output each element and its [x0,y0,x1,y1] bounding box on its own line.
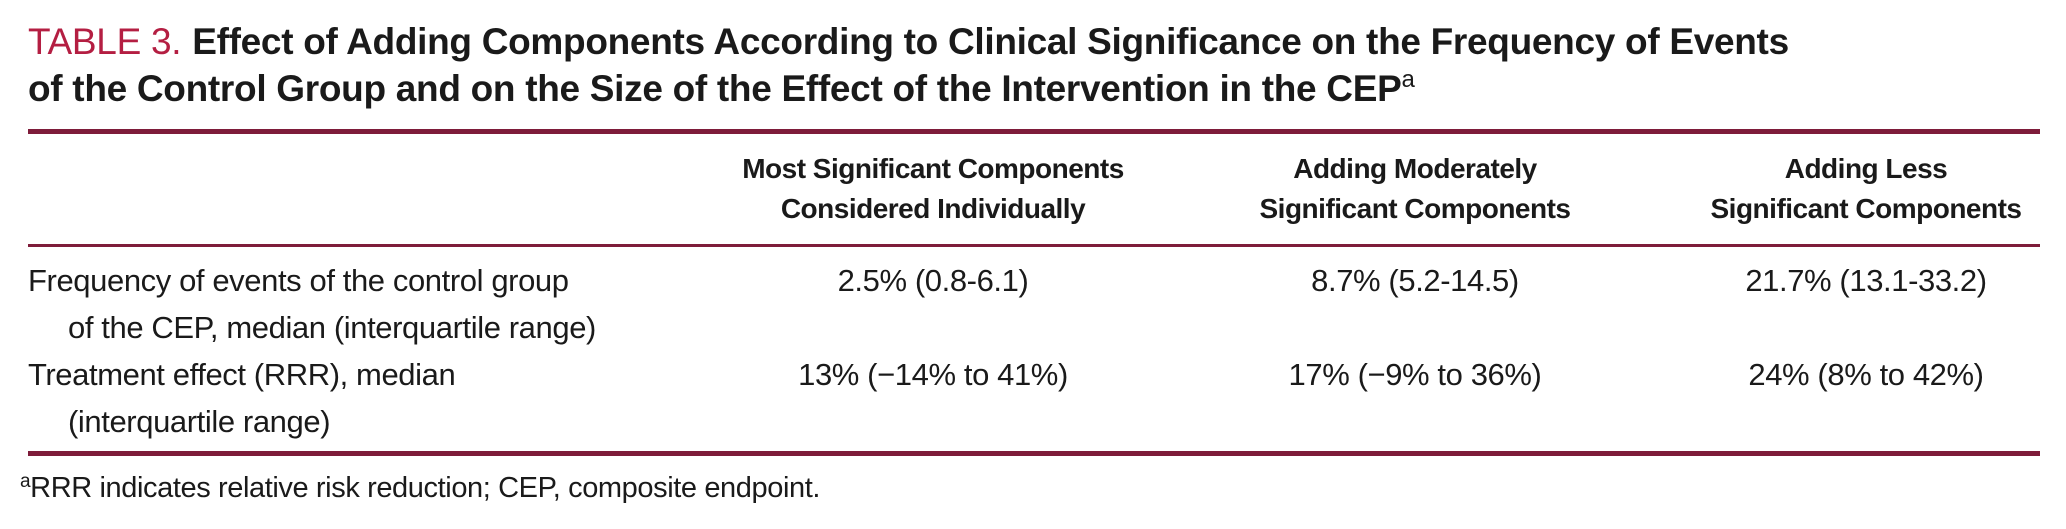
data-cell: 17% (−9% to 36%) [1288,357,1542,392]
table-title-line2: of the Control Group and on the Size of … [28,68,1402,109]
column-header-line: Most Significant Components [742,153,1124,184]
column-header-line: Adding Less [1784,153,1948,184]
column-header-adding-moderately: Adding Moderately Significant Components [1138,149,1692,229]
header-rule-divider [28,244,2040,247]
data-cell: 13% (−14% to 41%) [798,357,1068,392]
row-label-line: of the CEP, median (interquartile range) [68,310,596,345]
footer-rule-divider [28,451,2040,456]
table-title: TABLE 3. Effect of Adding Components Acco… [28,18,2040,112]
column-header-line: Considered Individually [780,193,1086,224]
footnote: aRRR indicates relative risk reduction; … [20,470,2040,506]
row-label-line: (interquartile range) [68,404,331,439]
table-title-superscript: a [1401,66,1415,93]
footnote-superscript: a [20,471,31,492]
table-number-label: TABLE 3. [28,21,182,62]
footnote-text: RRR indicates relative risk reduction; C… [30,472,821,504]
column-header-line: Significant Components [1710,193,2023,224]
data-cell: 21.7% (13.1-33.2) [1745,263,1987,298]
table-row-frequency: Frequency of events of the control group… [28,257,2040,351]
data-cell: 8.7% (5.2-14.5) [1311,263,1519,298]
row-label-line: Frequency of events of the control group [28,263,569,298]
row-label-line: Treatment effect (RRR), median [28,357,456,392]
column-header-most-significant: Most Significant Components Considered I… [728,149,1138,229]
table-body: Frequency of events of the control group… [28,257,2040,445]
column-header-line: Adding Moderately [1293,153,1537,184]
column-header-line: Significant Components [1259,193,1572,224]
header-spacer-cell [28,149,728,229]
data-cell: 24% (8% to 42%) [1748,357,1984,392]
column-header-adding-less: Adding Less Significant Components [1692,149,2040,229]
table-row-treatment-effect: Treatment effect (RRR), median (interqua… [28,351,2040,445]
data-cell: 2.5% (0.8-6.1) [837,263,1029,298]
row-label: Treatment effect (RRR), median (interqua… [28,351,728,445]
table-title-line1: Effect of Adding Components According to… [192,21,1789,62]
table-header-row: Most Significant Components Considered I… [28,149,2040,229]
row-label: Frequency of events of the control group… [28,257,728,351]
title-rule-divider [28,129,2040,134]
